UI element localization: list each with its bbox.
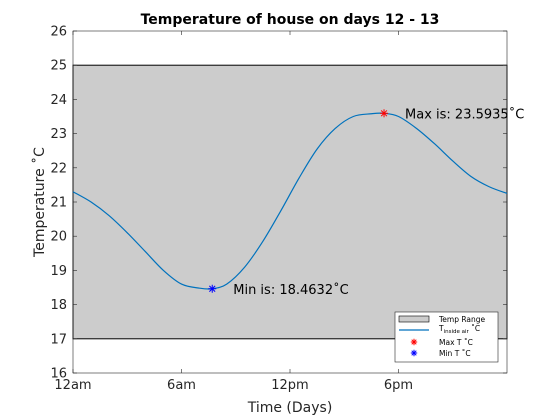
chart-title: Temperature of house on days 12 - 13 xyxy=(141,12,440,28)
x-tick-label: 12pm xyxy=(271,378,308,393)
legend-swatch-range xyxy=(398,315,430,323)
y-tick-label: 24 xyxy=(50,93,67,108)
legend-label-min: Min T ˚C xyxy=(439,349,471,358)
y-tick-label: 25 xyxy=(50,59,67,74)
temperature-line xyxy=(72,112,508,290)
legend-label-range: Temp Range xyxy=(438,315,486,324)
y-tick-label: 20 xyxy=(50,230,67,245)
y-tick-label: 26 xyxy=(50,25,67,40)
x-tick-label: 6am xyxy=(167,378,196,393)
y-tick-label: 22 xyxy=(50,161,67,176)
max-annotation: Max is: 23.5935˚C xyxy=(405,106,524,122)
y-tick-label: 16 xyxy=(50,367,67,382)
y-axis-title: Temperature ˚C xyxy=(31,147,48,258)
legend-swatch-min xyxy=(410,349,418,357)
x-tick-label: 6pm xyxy=(384,378,413,393)
min-marker xyxy=(208,284,217,293)
x-tick-label: 12am xyxy=(54,378,91,393)
min-annotation: Min is: 18.4632˚C xyxy=(233,282,348,298)
y-tick-label: 21 xyxy=(50,196,67,211)
legend-label-line: Tinside air ˚C xyxy=(438,324,480,335)
y-tick-label: 18 xyxy=(50,298,67,313)
legend-swatch-max xyxy=(410,338,418,346)
x-axis-title: Time (Days) xyxy=(247,400,333,416)
y-tick-label: 17 xyxy=(50,332,67,347)
y-tick-label: 23 xyxy=(50,127,67,142)
max-marker xyxy=(380,109,389,118)
legend-label-max: Max T ˚C xyxy=(439,338,473,347)
plot-area: 16 17 18 19 20 21 22 23 24 25 26 12am 6am 12pm 6pm Max … xyxy=(50,25,524,394)
y-tick-label: 19 xyxy=(50,264,67,279)
temp-range-band xyxy=(72,64,508,340)
